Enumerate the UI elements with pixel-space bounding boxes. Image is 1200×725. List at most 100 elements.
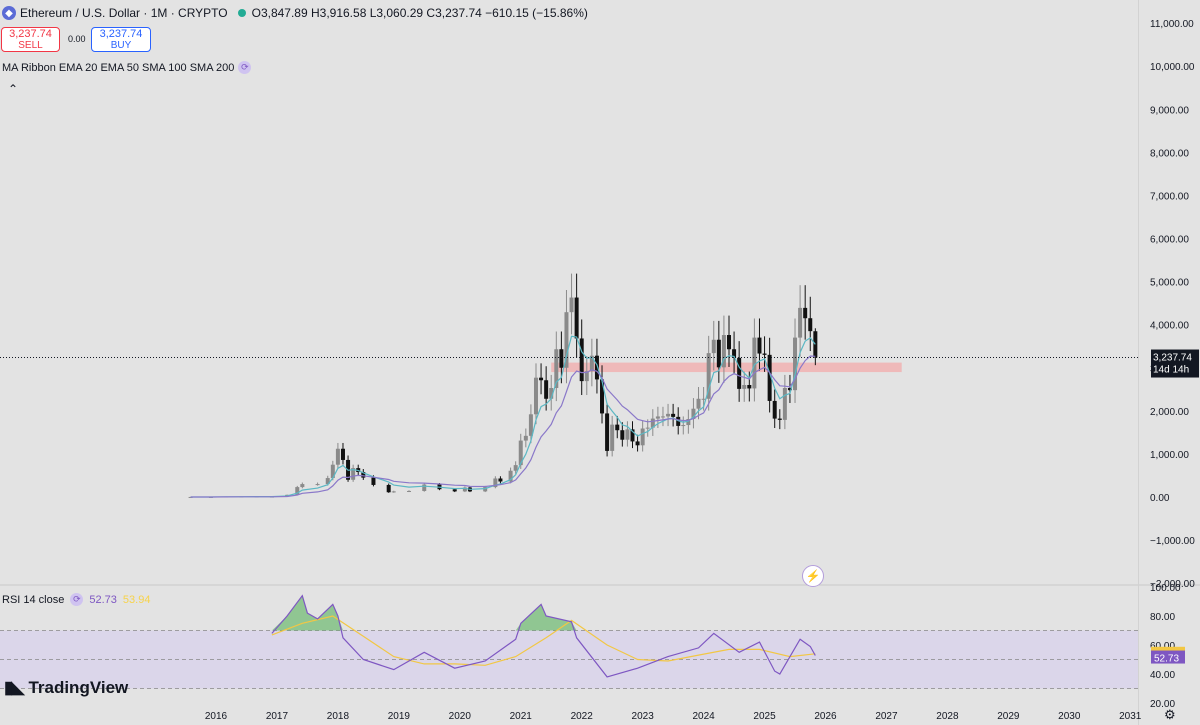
candle-body xyxy=(721,335,726,368)
ema-20-line xyxy=(190,335,816,498)
price-tag-box xyxy=(1151,349,1199,378)
candle-body xyxy=(615,424,620,431)
settings-gear-icon: ⚙ xyxy=(1164,707,1176,722)
tradingview-icon: ▮◣ xyxy=(4,678,24,697)
price-tick-label: 11,000.00 xyxy=(1150,19,1194,30)
ema-50-line xyxy=(190,355,816,498)
candle-body xyxy=(625,429,630,440)
candle-body xyxy=(483,487,488,492)
candle-body xyxy=(808,318,813,332)
candle-body xyxy=(716,339,721,368)
sell-button[interactable]: 3,237.74 SELL xyxy=(1,27,60,52)
time-tick-label: 2026 xyxy=(814,711,837,722)
candle-body xyxy=(544,380,549,399)
candle-body xyxy=(574,297,579,339)
candle-body xyxy=(371,477,376,485)
ma-ribbon-label: MA Ribbon EMA 20 EMA 50 SMA 100 SMA 200 xyxy=(2,61,235,74)
candle-body xyxy=(610,424,615,451)
candle-body xyxy=(589,355,594,372)
price-tick-label: 2,000.00 xyxy=(1150,407,1189,418)
rsi-tick-label: 40.00 xyxy=(1150,670,1175,681)
candle-body xyxy=(386,484,391,493)
candle-body xyxy=(533,377,538,415)
time-tick-label: 2028 xyxy=(936,711,959,722)
candle-body xyxy=(528,414,533,436)
candle-body xyxy=(793,337,798,391)
candle-body xyxy=(513,465,518,471)
candle-body xyxy=(650,418,655,428)
price-tick-label: 9,000.00 xyxy=(1150,105,1189,116)
candle-body xyxy=(787,388,792,391)
time-tick-label: 2022 xyxy=(571,711,594,722)
price-tick-label: 1,000.00 xyxy=(1150,450,1189,461)
time-tick-label: 2016 xyxy=(205,711,228,722)
candle-body xyxy=(462,487,467,492)
rsi-tick-label: 20.00 xyxy=(1150,699,1175,710)
candle-body xyxy=(315,484,320,486)
candle-body xyxy=(605,413,610,451)
rsi-tick-label: 60.00 xyxy=(1150,641,1175,652)
time-tick-label: 2018 xyxy=(327,711,350,722)
candle-body xyxy=(666,413,671,417)
buy-button[interactable]: 3,237.74 BUY xyxy=(91,27,151,52)
candle-body xyxy=(782,388,787,420)
rsi-legend[interactable]: RSI 14 close ⟳ 52.73 53.94 xyxy=(2,593,150,606)
ethereum-icon: ◆ xyxy=(2,6,16,20)
candle-body xyxy=(584,371,589,382)
time-tick-label: 2019 xyxy=(388,711,411,722)
rsi-settings-icon[interactable]: ⟳ xyxy=(70,593,84,606)
time-tick-label: 2027 xyxy=(875,711,898,722)
candle-body xyxy=(518,440,523,466)
logo-text: TradingView xyxy=(28,678,129,697)
candle-body xyxy=(579,338,584,382)
candle-body xyxy=(752,337,757,389)
price-tick-label: 5,000.00 xyxy=(1150,278,1189,289)
price-tick-label: 10,000.00 xyxy=(1150,62,1195,73)
candle-body xyxy=(798,307,803,338)
symbol-title[interactable]: Ethereum / U.S. Dollar · 1M · CRYPTO xyxy=(20,6,228,20)
time-tick-label: 2029 xyxy=(997,711,1020,722)
candle-body xyxy=(645,427,650,429)
candle-body xyxy=(813,331,818,358)
time-tick-label: 2024 xyxy=(692,711,715,722)
collapse-chevron-icon[interactable]: ⌃ xyxy=(8,82,19,96)
candle-body xyxy=(351,468,356,480)
rsi-ma-legend-value: 53.94 xyxy=(122,593,151,606)
candle-body xyxy=(549,388,554,399)
candle-body xyxy=(686,419,691,426)
buy-price: 3,237.74 xyxy=(99,28,143,40)
indicator-settings-icon[interactable]: ⟳ xyxy=(238,61,252,74)
candle-body xyxy=(747,384,752,389)
candle-body xyxy=(757,337,762,354)
candle-body xyxy=(452,489,457,492)
candle-body xyxy=(554,349,559,389)
price-tick-label: 4,000.00 xyxy=(1150,321,1189,332)
candle-body xyxy=(300,484,305,488)
lightning-icon[interactable]: ⚡ xyxy=(802,565,824,587)
resistance-zone xyxy=(551,362,902,373)
price-tick-label: 6,000.00 xyxy=(1150,235,1189,246)
candle-body xyxy=(762,353,767,355)
candle-body xyxy=(422,484,427,491)
time-tick-label: 2021 xyxy=(510,711,533,722)
ma-ribbon-legend[interactable]: MA Ribbon EMA 20 EMA 50 SMA 100 SMA 200 … xyxy=(2,61,252,74)
candle-body xyxy=(660,416,665,418)
candle-body xyxy=(330,464,335,479)
candle-body xyxy=(630,429,635,442)
market-status-icon xyxy=(237,9,246,17)
candle-body xyxy=(361,472,366,478)
candle-body xyxy=(696,398,701,409)
rsi-ma-line xyxy=(271,615,816,666)
buy-label: BUY xyxy=(110,40,132,51)
candle-body xyxy=(777,418,782,420)
price-tag-countdown: 14d 14h xyxy=(1153,365,1189,376)
price-tick-label: 8,000.00 xyxy=(1150,148,1189,159)
candle-body xyxy=(676,416,681,426)
candle-body xyxy=(295,487,300,495)
candle-body xyxy=(508,470,513,482)
candle-body xyxy=(655,416,660,419)
price-tick-label: −2,000.00 xyxy=(1150,579,1195,590)
candle-body xyxy=(711,339,716,354)
